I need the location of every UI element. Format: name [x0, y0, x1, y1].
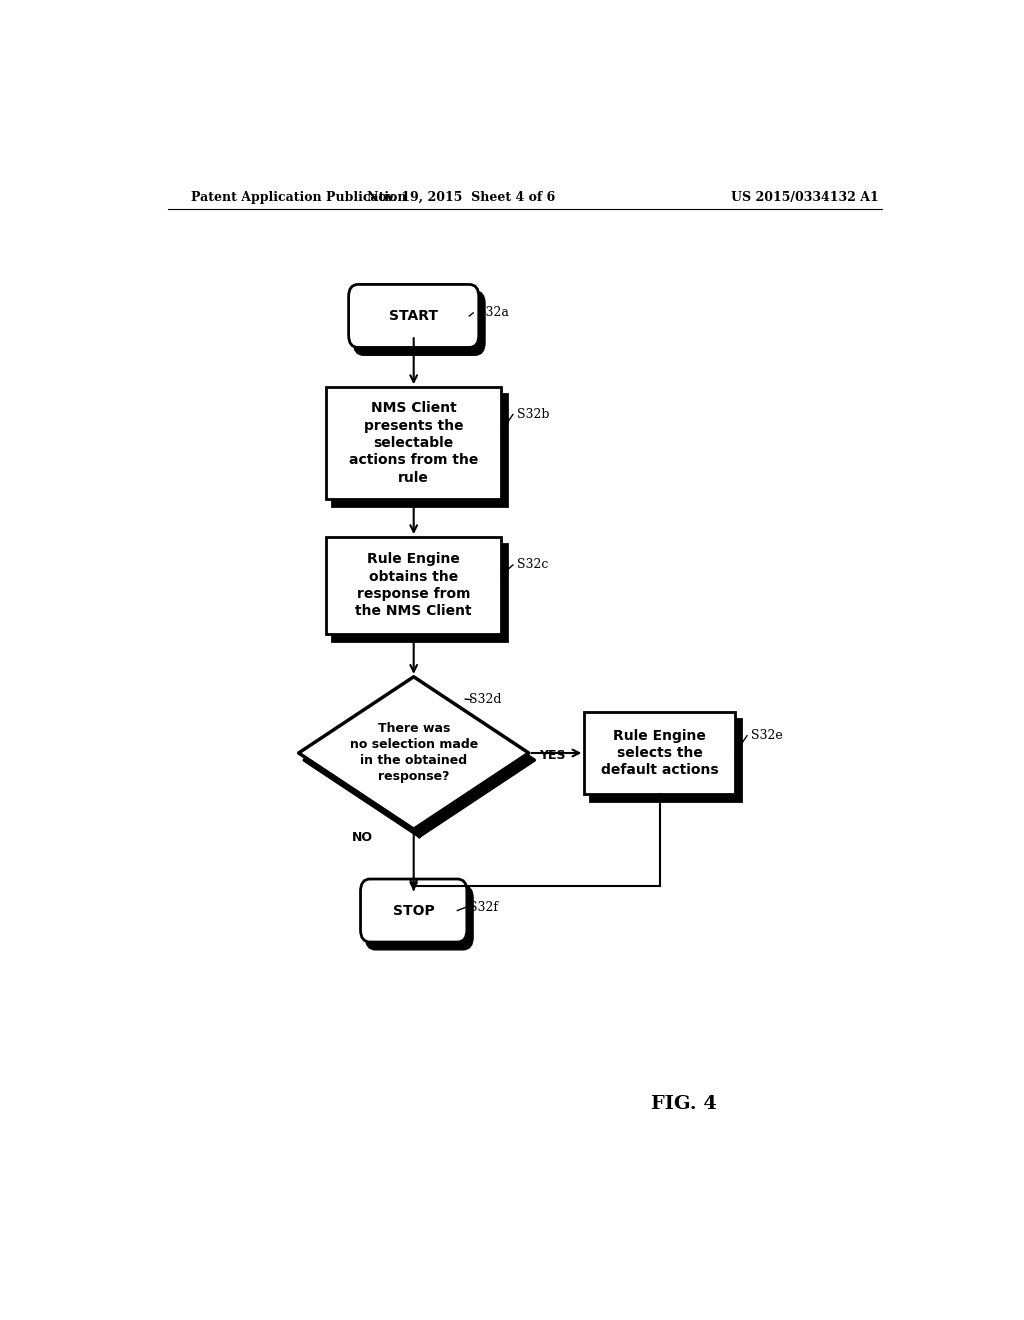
Text: FIG. 4: FIG. 4 — [650, 1094, 717, 1113]
Text: NMS Client
presents the
selectable
actions from the
rule: NMS Client presents the selectable actio… — [349, 401, 478, 484]
Text: Nov. 19, 2015  Sheet 4 of 6: Nov. 19, 2015 Sheet 4 of 6 — [368, 190, 555, 203]
Bar — [332, 395, 507, 506]
Bar — [327, 537, 501, 634]
Text: Rule Engine
selects the
default actions: Rule Engine selects the default actions — [601, 729, 719, 777]
Text: S32d: S32d — [469, 693, 502, 706]
FancyBboxPatch shape — [348, 284, 479, 347]
Text: S32b: S32b — [517, 408, 549, 421]
Polygon shape — [304, 684, 535, 837]
FancyBboxPatch shape — [360, 879, 467, 942]
Text: US 2015/0334132 A1: US 2015/0334132 A1 — [731, 190, 879, 203]
Bar — [327, 387, 501, 499]
Bar — [332, 544, 507, 640]
Bar — [585, 713, 735, 793]
Text: START: START — [389, 309, 438, 323]
Text: NO: NO — [351, 830, 373, 843]
Text: Patent Application Publication: Patent Application Publication — [191, 190, 407, 203]
Text: S32c: S32c — [517, 558, 548, 572]
Text: There was
no selection made
in the obtained
response?: There was no selection made in the obtai… — [349, 722, 478, 784]
FancyBboxPatch shape — [354, 292, 484, 355]
Polygon shape — [299, 677, 528, 829]
Text: S32f: S32f — [469, 902, 499, 913]
Text: S32a: S32a — [477, 306, 509, 319]
FancyBboxPatch shape — [367, 886, 472, 949]
Text: YES: YES — [540, 748, 566, 762]
Text: S32e: S32e — [751, 729, 782, 742]
Text: STOP: STOP — [393, 903, 434, 917]
Bar — [590, 719, 740, 801]
Text: Rule Engine
obtains the
response from
the NMS Client: Rule Engine obtains the response from th… — [355, 552, 472, 618]
